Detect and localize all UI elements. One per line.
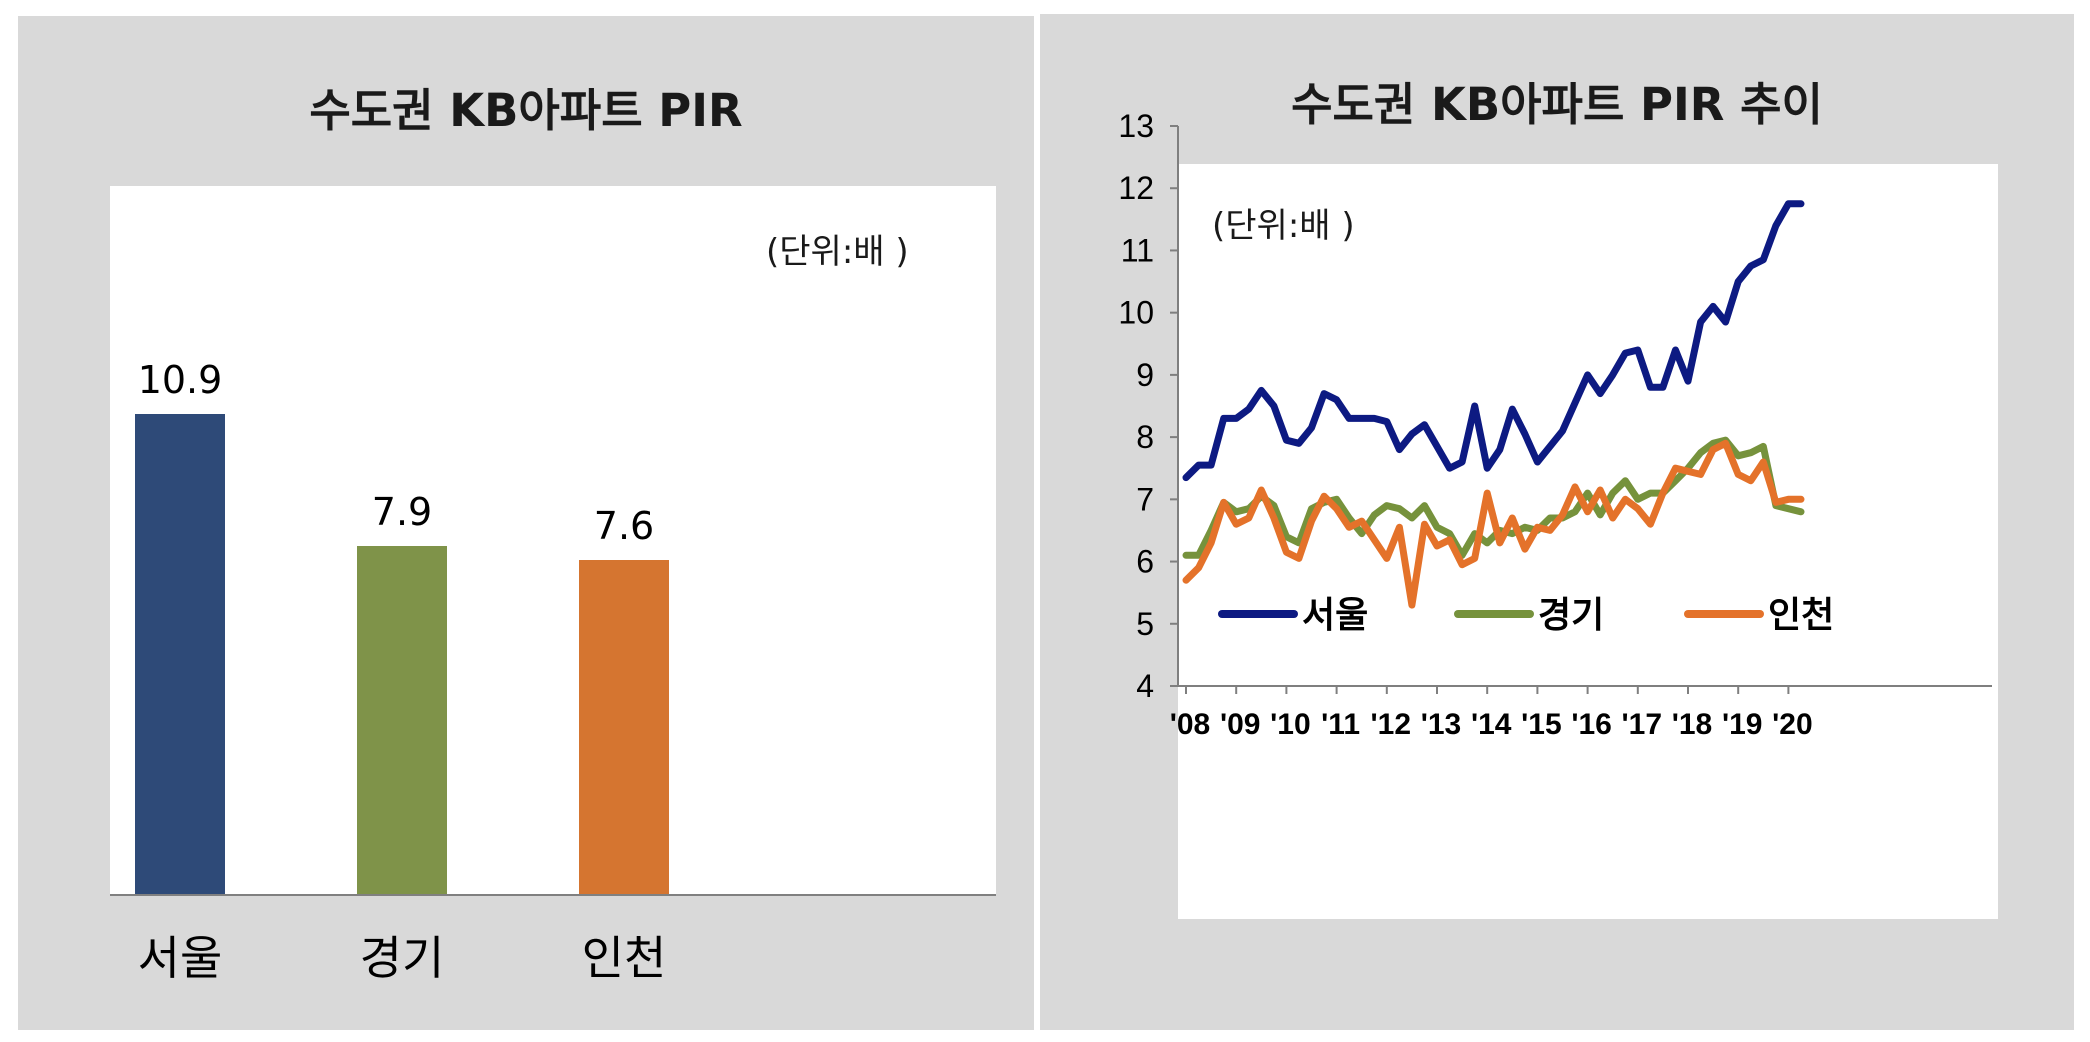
y-tick-label: 7	[1136, 481, 1154, 517]
x-tick-label: '17	[1622, 708, 1663, 741]
bar-incheon	[579, 559, 669, 894]
y-tick-label: 11	[1121, 232, 1154, 268]
right-plot-area: (단위:배 )	[1178, 164, 1998, 919]
x-tick-label: '16	[1571, 708, 1612, 741]
category-label-incheon: 인천	[581, 931, 667, 985]
left-plot-area: (단위:배 )	[110, 186, 996, 896]
y-tick-label: 13	[1118, 108, 1154, 144]
right-chart-panel: 수도권 KB아파트 PIR 추이 (단위:배 ) 4 5 6 7 8 9 10 11 12 13 '…	[1040, 14, 2074, 1030]
bar-seoul	[135, 414, 225, 894]
x-tick-label: '18	[1672, 708, 1713, 741]
legend-label-incheon: 인천	[1768, 594, 1834, 635]
y-tick-label: 9	[1136, 357, 1154, 393]
series-line-gyeonggi	[1182, 436, 1805, 559]
x-tick-label: '15	[1521, 708, 1562, 741]
y-tick-label: 6	[1136, 544, 1154, 580]
x-tick-label: '10	[1270, 708, 1311, 741]
left-baseline	[110, 894, 996, 896]
legend-label-seoul: 서울	[1302, 594, 1368, 635]
left-chart-panel: 수도권 KB아파트 PIR (단위:배 ) 10.9 7.9 7.6 서울 경기…	[18, 16, 1034, 1030]
left-unit-label: (단위:배 )	[766, 232, 909, 272]
bar-value-seoul: 10.9	[137, 358, 223, 403]
right-chart-title: 수도권 KB아파트 PIR 추이	[1291, 78, 1823, 131]
series-line-incheon	[1182, 439, 1805, 609]
x-tick-label: '08	[1170, 708, 1211, 741]
x-tick-label: '20	[1772, 708, 1813, 741]
left-chart-title: 수도권 KB아파트 PIR	[309, 84, 743, 137]
y-tick-label: 5	[1136, 606, 1154, 642]
right-unit-label: (단위:배 )	[1212, 206, 1355, 246]
line-chart-svg: 4 5 6 7 8 9 10 11 12 13 '08 '09 '10 '11 '12 '13 '14 '15 '1…	[1118, 108, 1992, 741]
y-tick-label: 10	[1118, 295, 1154, 331]
legend-label-gyeonggi: 경기	[1538, 594, 1604, 635]
x-tick-label: '12	[1371, 708, 1412, 741]
x-tick-label: '09	[1220, 708, 1261, 741]
series-line-seoul	[1182, 200, 1805, 482]
y-tick-label: 12	[1118, 170, 1154, 206]
y-tick-label: 4	[1136, 668, 1154, 704]
category-label-gyeonggi: 경기	[359, 931, 445, 985]
bar-value-gyeonggi: 7.9	[371, 490, 433, 535]
bar-value-incheon: 7.6	[593, 503, 655, 548]
bar-gyeonggi	[357, 546, 447, 894]
x-tick-label: '11	[1321, 708, 1360, 741]
x-tick-label: '14	[1471, 708, 1512, 741]
y-tick-label: 8	[1136, 419, 1154, 455]
category-label-seoul: 서울	[137, 931, 223, 985]
x-tick-label: '19	[1722, 708, 1763, 741]
x-tick-label: '13	[1421, 708, 1462, 741]
